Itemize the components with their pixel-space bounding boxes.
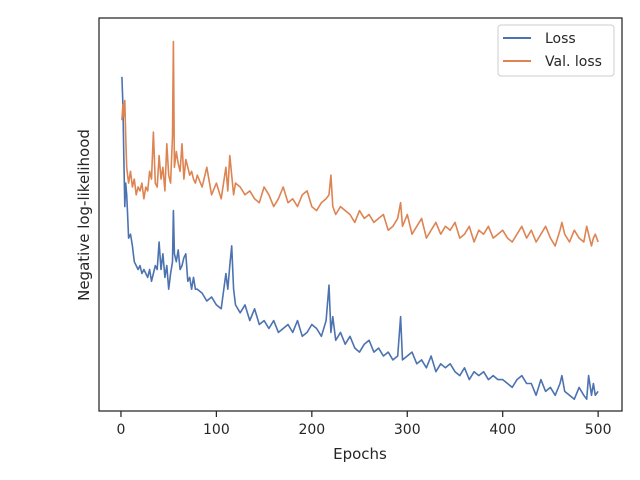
x-axis-label: Epochs [333, 445, 387, 463]
x-tick-label: 300 [394, 422, 421, 438]
x-tick-label: 0 [116, 422, 125, 438]
y-axis-label: Negative log-likelihood [75, 129, 93, 301]
legend-label-val-loss: Val. loss [545, 54, 602, 70]
x-axis-ticks: 0 100 200 300 400 500 [116, 411, 612, 438]
x-tick-label: 100 [203, 422, 230, 438]
x-tick-label: 200 [298, 422, 325, 438]
legend-label-loss: Loss [545, 31, 576, 47]
legend: Loss Val. loss [497, 24, 615, 77]
series-line-val-loss [121, 40, 599, 247]
x-tick-label: 400 [489, 422, 516, 438]
plot-area [99, 18, 622, 411]
x-tick-label: 500 [585, 422, 612, 438]
series-layer [121, 40, 599, 400]
plot-frame [98, 17, 623, 412]
series-line-loss [121, 76, 599, 400]
